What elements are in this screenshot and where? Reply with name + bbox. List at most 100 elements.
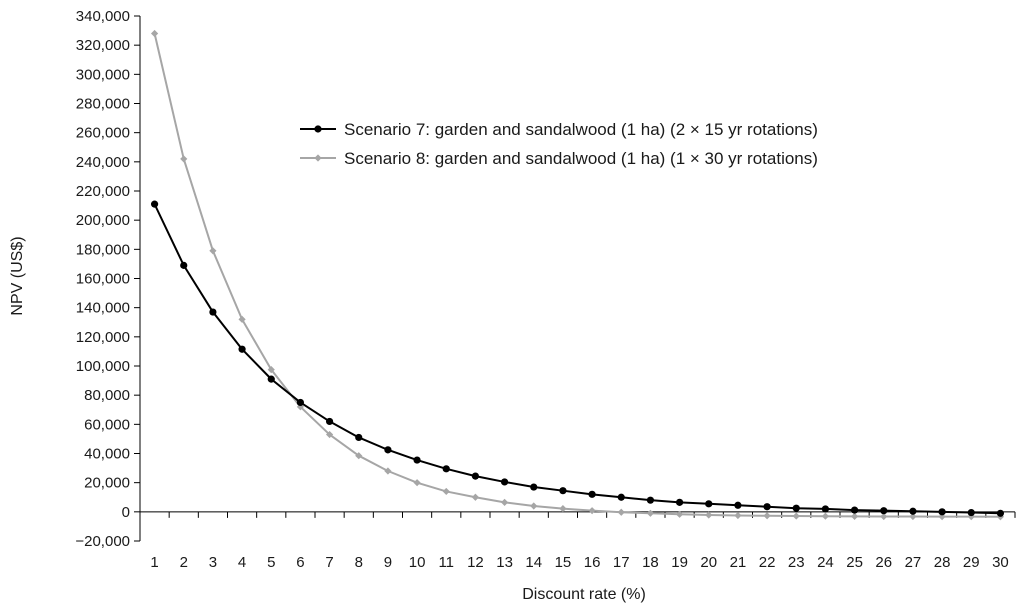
series-2-point: [442, 487, 450, 496]
x-tick-label: 15: [555, 554, 572, 571]
series-1-point: [238, 345, 246, 353]
series-2-point: [705, 511, 713, 519]
series-1: [150, 200, 1005, 517]
series-2-point: [150, 29, 159, 38]
series-1-point: [763, 503, 771, 511]
series-2-point: [209, 247, 217, 255]
x-tick-label: 12: [467, 554, 484, 571]
x-axis-title: Discount rate (%): [522, 586, 646, 603]
series-1-point: [880, 507, 888, 515]
series-1-point: [296, 398, 305, 407]
series-1-point: [734, 501, 742, 509]
x-tick-label: 24: [817, 554, 834, 571]
series-2-point: [530, 502, 538, 510]
series-1-point: [588, 490, 596, 498]
series-2-point: [296, 403, 305, 411]
legend-marker: [314, 154, 322, 162]
series-2-point: [646, 509, 655, 517]
series-2-point: [792, 512, 800, 520]
series-2-point: [500, 498, 509, 506]
y-tick-label: 220,000: [76, 183, 130, 200]
series-2-point: [617, 508, 625, 516]
y-tick-label: 0: [122, 504, 130, 521]
series-1-point: [938, 508, 946, 516]
y-tick-label: 260,000: [76, 125, 130, 142]
x-tick-label: 30: [992, 554, 1009, 571]
series-1-point: [442, 465, 450, 473]
series-1-point: [850, 506, 859, 514]
y-tick-label: 280,000: [76, 96, 130, 113]
series-1-point: [792, 504, 800, 512]
x-tick-label: 14: [525, 554, 542, 571]
x-tick-label: 9: [384, 554, 392, 571]
series-2-point: [734, 511, 742, 520]
series-1-point: [821, 505, 830, 513]
x-tick-label: 28: [934, 554, 951, 571]
series-1-point: [500, 478, 509, 486]
x-tick-label: 21: [730, 554, 747, 571]
legend-entry-1: Scenario 7: garden and sandalwood (1 ha)…: [300, 120, 818, 139]
series-1-point: [384, 446, 392, 454]
x-tick-label: 23: [788, 554, 805, 571]
series-1-point: [530, 483, 538, 491]
x-tick-label: 19: [671, 554, 688, 571]
series-2-point: [238, 315, 246, 323]
y-axis-title: NPV (US$): [9, 236, 26, 315]
y-tick-label: 100,000: [76, 358, 130, 375]
x-tick-label: 1: [150, 554, 158, 571]
series-1-point: [180, 261, 188, 269]
legend-marker: [314, 125, 322, 133]
y-tick-label: 80,000: [84, 387, 130, 404]
x-tick-label: 16: [584, 554, 601, 571]
series-2-point: [267, 366, 275, 374]
series-1-point: [150, 200, 159, 208]
series-2-point: [850, 512, 859, 520]
series-2-point: [180, 155, 188, 163]
series-2-point: [588, 507, 596, 515]
series-1-line: [153, 203, 1001, 515]
x-tick-label: 27: [905, 554, 922, 571]
series-2: [150, 29, 1005, 521]
y-tick-label: 240,000: [76, 154, 130, 171]
y-tick-label: 20,000: [84, 475, 130, 492]
x-tick-label: 29: [963, 554, 980, 571]
legend: Scenario 7: garden and sandalwood (1 ha)…: [300, 120, 818, 168]
y-tick-label: 180,000: [76, 241, 130, 258]
series-1-point: [617, 493, 625, 501]
x-tick-label: 25: [846, 554, 863, 571]
y-tick-label: 60,000: [84, 416, 130, 433]
y-tick-label: 160,000: [76, 271, 130, 288]
x-tick-label: 7: [325, 554, 333, 571]
series-1-point: [967, 508, 975, 517]
series-1-point: [267, 375, 275, 383]
series-1-point: [355, 433, 363, 442]
x-tick-label: 6: [296, 554, 304, 571]
legend-entry-2: Scenario 8: garden and sandalwood (1 ha)…: [300, 149, 818, 168]
x-axis: 1 2 3 4 5 6 7 8 9 10 11 12 13 14 15 16 17 18 19 20 21 22 23 24 2…: [139, 511, 1016, 571]
series-2-line: [153, 33, 1001, 518]
legend-label: Scenario 8: garden and sandalwood (1 ha)…: [344, 149, 818, 168]
x-tick-label: 3: [209, 554, 217, 571]
y-tick-label: 340,000: [76, 8, 130, 25]
x-tick-label: 5: [267, 554, 275, 571]
series-layer: [150, 29, 1005, 521]
x-tick-label: 11: [438, 554, 454, 571]
series-2-point: [821, 512, 830, 520]
series-1-point: [209, 308, 217, 316]
series-2-point: [675, 510, 684, 518]
series-1-point: [559, 487, 567, 495]
y-tick-label: 200,000: [76, 212, 130, 229]
series-2-point: [413, 479, 421, 487]
x-tick-label: 22: [759, 554, 776, 571]
series-1-point: [646, 496, 655, 504]
x-tick-label: 26: [875, 554, 892, 571]
x-tick-label: 17: [613, 554, 630, 571]
series-1-point: [909, 507, 917, 515]
series-2-point: [325, 430, 334, 439]
y-tick-label: 320,000: [76, 37, 130, 54]
x-tick-label: 8: [355, 554, 363, 571]
series-2-point: [355, 452, 363, 460]
y-tick-label: 40,000: [84, 446, 130, 463]
y-tick-label: 300,000: [76, 66, 130, 83]
y-axis: −20,000 0 20,000 40,000 60,000 80,000 100,000 1…: [75, 8, 141, 550]
